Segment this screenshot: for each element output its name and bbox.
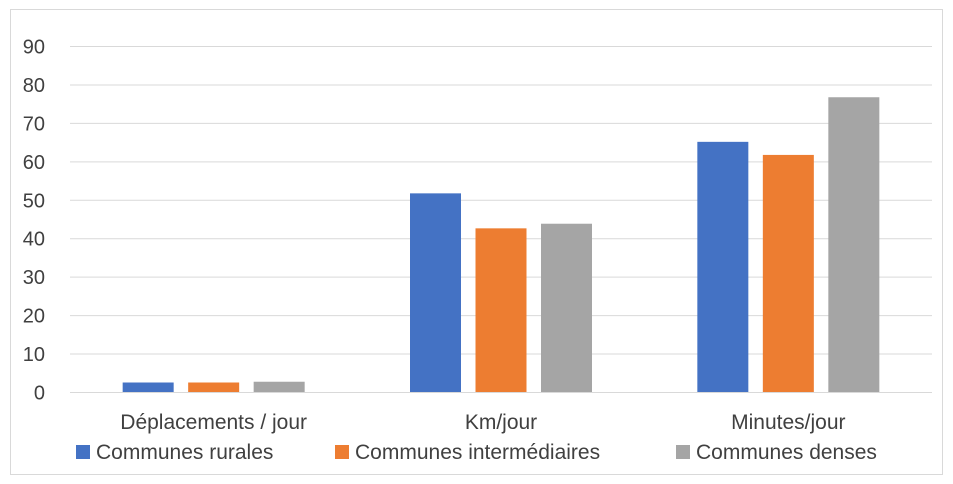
bar-2-3 [541,223,592,393]
bar-3-2 [762,154,814,393]
y-axis-tick-labels: 0 10 20 30 40 50 60 70 80 90 [23,37,45,405]
legend: Communes rurales Communes intermédiaires C… [76,441,877,464]
y-tick-label: 50 [23,190,45,212]
bar-1-1 [122,382,174,393]
legend-label-3: Communes denses [696,441,877,464]
x-category-label: Km/jour [465,411,537,434]
y-tick-label: 90 [23,37,45,59]
bars [122,97,880,393]
legend-swatch-2 [335,445,349,459]
y-tick-label: 60 [23,152,45,174]
y-tick-label: 20 [23,306,45,328]
bar-3-3 [828,97,880,393]
x-category-label: Minutes/jour [731,411,845,434]
bar-1-3 [253,381,305,393]
y-tick-label: 0 [34,383,45,405]
y-tick-label: 70 [23,113,45,135]
bar-3-1 [697,141,749,393]
y-tick-label: 40 [23,229,45,251]
y-tick-label: 30 [23,267,45,289]
legend-swatch-1 [76,445,90,459]
y-tick-label: 80 [23,75,45,97]
legend-label-1: Communes rurales [96,441,273,464]
category-labels: Déplacements / jour Km/jour Minutes/jour [120,411,845,434]
legend-label-2: Communes intermédiaires [355,441,600,464]
x-category-label: Déplacements / jour [120,411,307,434]
y-tick-label: 10 [23,344,45,366]
bar-2-1 [410,193,461,393]
bar-1-2 [188,382,240,393]
legend-swatch-3 [676,445,690,459]
bar-2-2 [475,228,527,393]
